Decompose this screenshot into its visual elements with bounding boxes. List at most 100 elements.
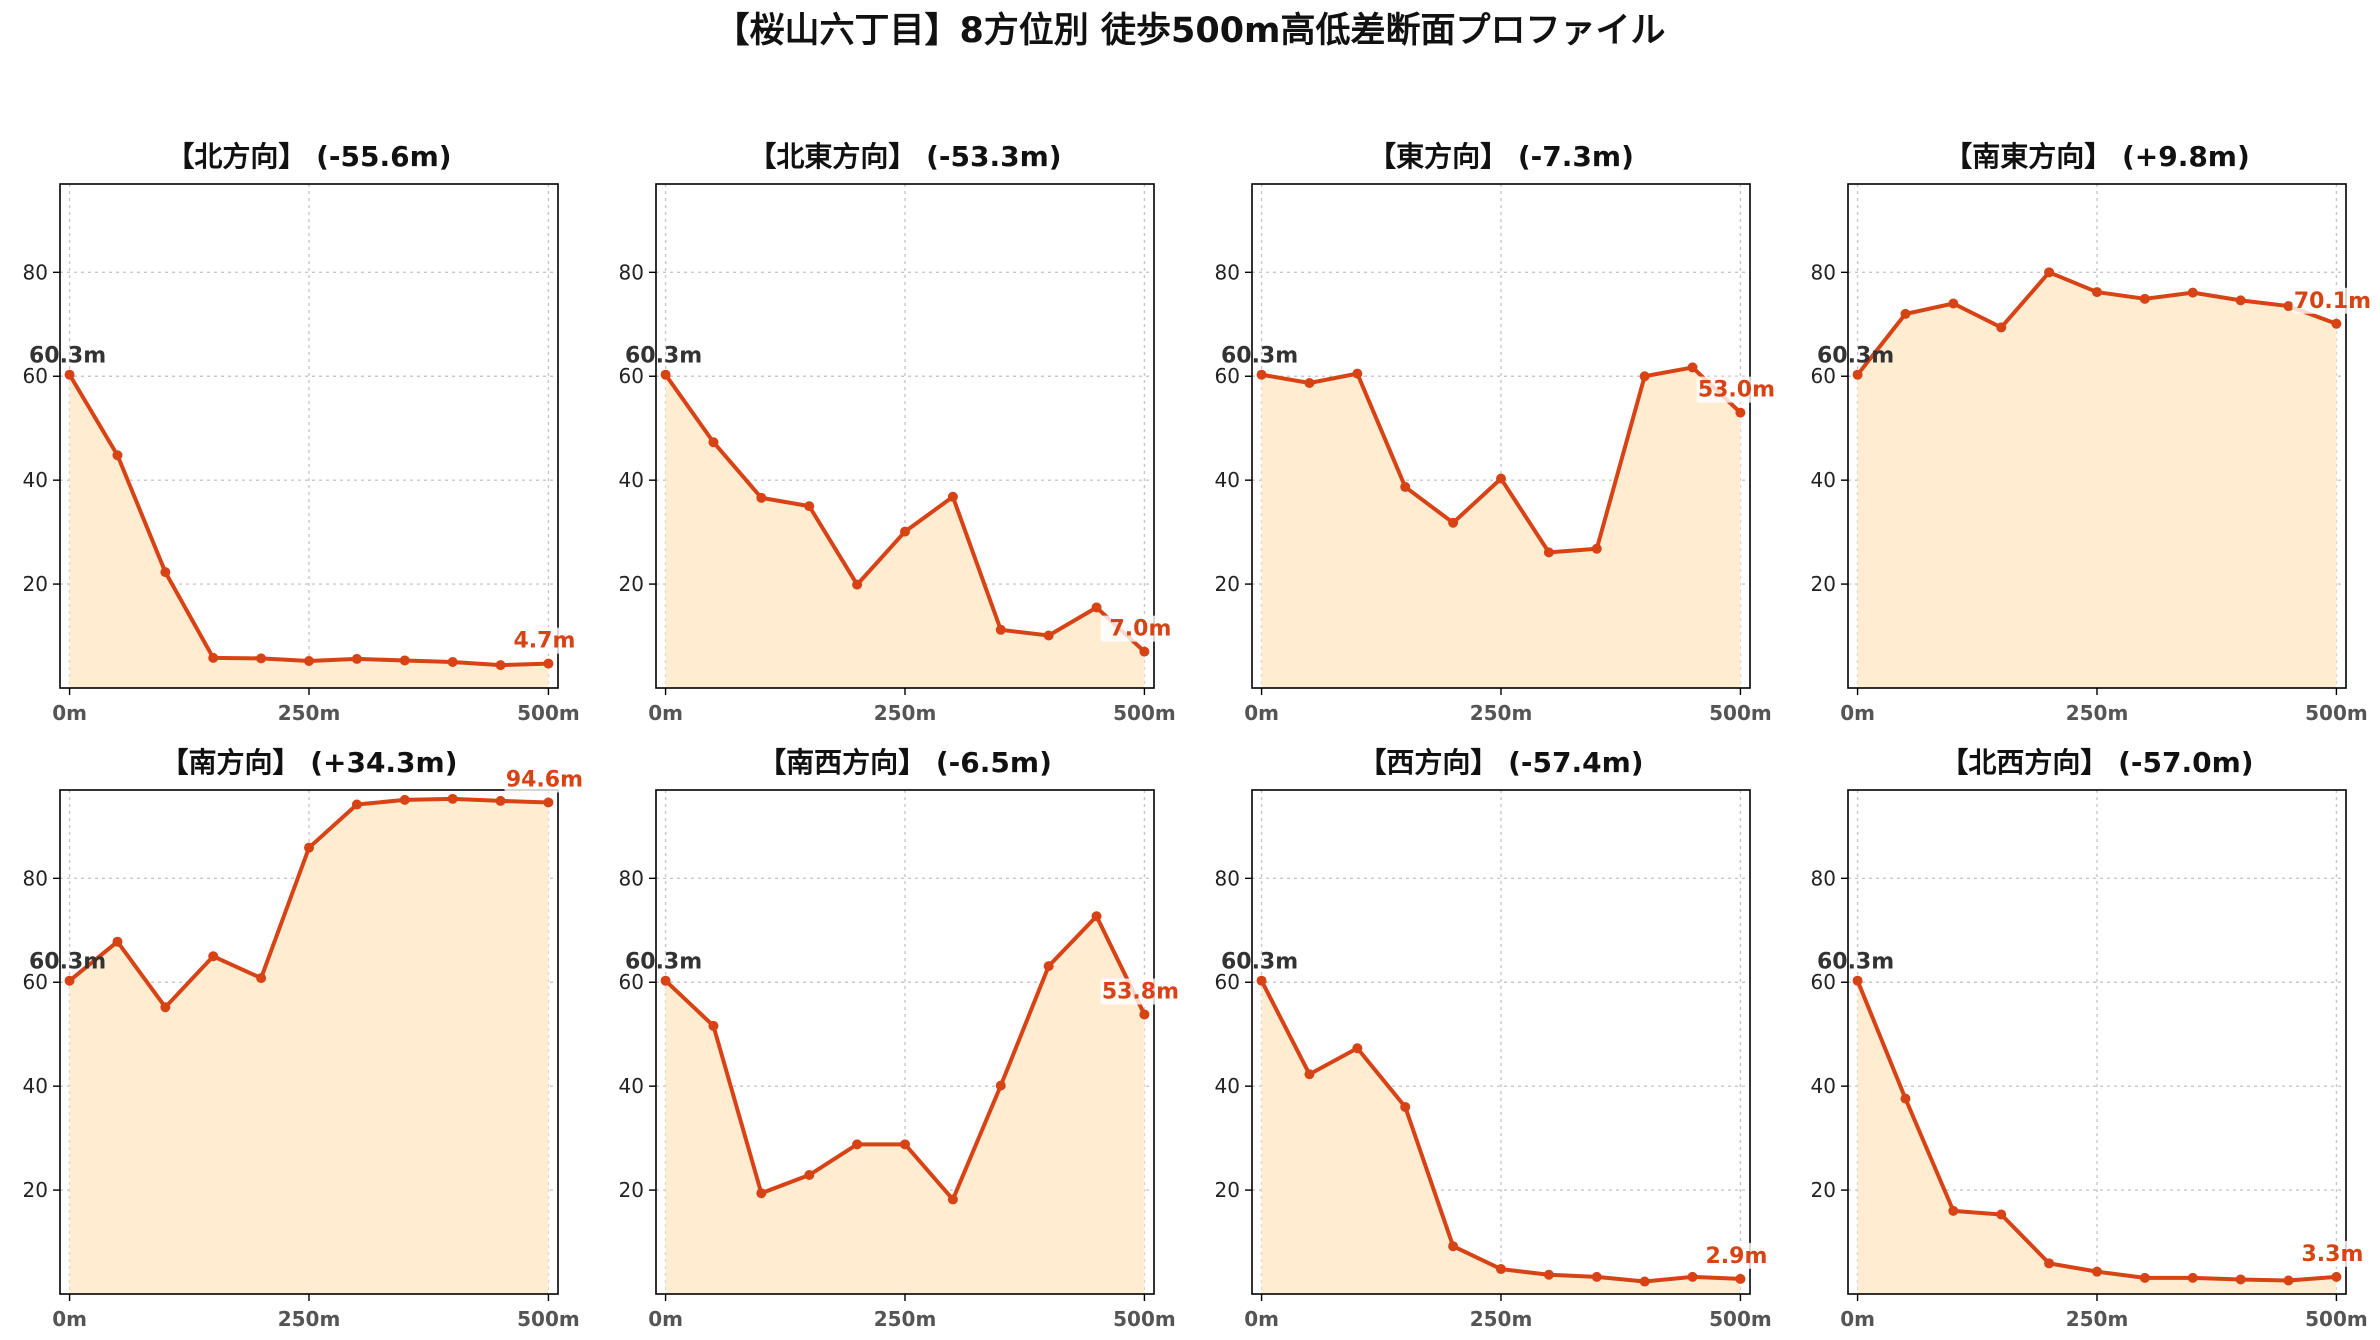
y-tick-label: 60: [1215, 970, 1240, 994]
y-tick-label: 80: [1811, 866, 1836, 890]
elevation-area: [665, 916, 1145, 1294]
end-elevation-label: 3.3m: [2301, 1242, 2363, 1267]
y-tick-label: 80: [619, 866, 644, 890]
y-tick-label: 40: [619, 1074, 644, 1098]
panel-title: 【北西方向】 (-57.0m): [1940, 746, 2253, 779]
elevation-point: [447, 657, 458, 668]
x-tick-label: 0m: [52, 701, 87, 725]
panel-title: 【南方向】 (+34.3m): [160, 746, 457, 779]
end-label-background: [504, 766, 585, 793]
x-tick-label: 0m: [1244, 701, 1279, 725]
x-tick-label: 250m: [1470, 701, 1533, 725]
elevation-point: [708, 437, 719, 448]
elevation-point: [1496, 1264, 1506, 1275]
elevation-point: [160, 1002, 171, 1013]
elevation-point: [208, 652, 219, 663]
elevation-point: [447, 793, 458, 804]
start-elevation-label: 60.3m: [1221, 344, 1298, 369]
elevation-point: [1639, 1276, 1650, 1287]
x-tick-label: 500m: [1113, 701, 1176, 725]
panel-grid: 【北方向】 (-55.6m) 20 40 60 80 0m 250m 500m 60.3m 4.7…: [23, 140, 2373, 1331]
elevation-point: [852, 579, 863, 590]
x-tick-label: 0m: [52, 1307, 87, 1331]
elevation-point: [112, 450, 123, 461]
elevation-point: [1304, 1069, 1315, 1080]
elevation-point: [64, 369, 75, 380]
panel-8: 【北西方向】 (-57.0m) 20 40 60 80 0m 250m 500m 60.3m 3.…: [1811, 746, 2373, 1331]
x-tick-label: 500m: [2305, 701, 2368, 725]
elevation-point: [1948, 298, 1959, 309]
end-elevation-label: 2.9m: [1705, 1244, 1767, 1269]
y-tick-label: 20: [619, 1178, 644, 1202]
elevation-point: [2283, 301, 2294, 312]
start-elevation-label: 60.3m: [29, 344, 106, 369]
elevation-point: [2092, 1266, 2102, 1277]
start-elevation-label: 60.3m: [1221, 950, 1298, 975]
y-tick-label: 40: [1811, 468, 1836, 492]
elevation-point: [351, 799, 362, 810]
end-elevation-label: 4.7m: [513, 629, 575, 654]
elevation-point: [1639, 371, 1650, 382]
x-tick-label: 0m: [648, 1307, 683, 1331]
elevation-point: [2235, 295, 2246, 306]
elevation-point: [2139, 293, 2150, 304]
elevation-point: [1543, 547, 1554, 558]
y-tick-label: 20: [1215, 572, 1240, 596]
elevation-point: [1900, 308, 1911, 319]
elevation-point: [2283, 1275, 2294, 1286]
panel-title: 【北東方向】 (-53.3m): [748, 140, 1061, 173]
elevation-point: [351, 653, 362, 664]
elevation-point: [495, 795, 506, 806]
y-tick-label: 80: [23, 260, 48, 284]
panel-1: 【北方向】 (-55.6m) 20 40 60 80 0m 250m 500m 60.3m 4.7…: [23, 140, 585, 725]
y-tick-label: 60: [1215, 364, 1240, 388]
elevation-point: [2235, 1274, 2246, 1285]
end-label-background: [1100, 615, 1181, 642]
x-tick-label: 500m: [1113, 1307, 1176, 1331]
end-elevation-label: 94.6m: [506, 767, 583, 792]
elevation-point: [2092, 287, 2102, 298]
panel-6: 【南西方向】 (-6.5m) 20 40 60 80 0m 250m 500m 60.3m 53.…: [619, 746, 1181, 1331]
elevation-point: [1400, 481, 1411, 492]
x-tick-label: 250m: [874, 701, 937, 725]
x-tick-label: 250m: [2066, 1307, 2129, 1331]
panel-title: 【東方向】 (-7.3m): [1368, 140, 1634, 173]
end-label-background: [2292, 1240, 2373, 1267]
x-tick-label: 500m: [1709, 701, 1772, 725]
elevation-point: [1948, 1205, 1959, 1216]
y-tick-label: 20: [619, 572, 644, 596]
y-tick-label: 60: [23, 364, 48, 388]
start-elevation-label: 60.3m: [1817, 950, 1894, 975]
panel-7: 【西方向】 (-57.4m) 20 40 60 80 0m 250m 500m 60.3m 2.9…: [1215, 746, 1777, 1331]
figure-title: 【桜山六丁目】8方位別 徒歩500m高低差断面プロファイル: [714, 11, 1665, 51]
elevation-area: [1261, 980, 1741, 1294]
elevation-point: [852, 1139, 863, 1150]
elevation-point: [1400, 1101, 1411, 1112]
elevation-point: [2044, 1258, 2055, 1269]
elevation-point: [1496, 473, 1506, 484]
y-tick-label: 40: [23, 468, 48, 492]
y-tick-label: 40: [619, 468, 644, 492]
elevation-point: [2044, 267, 2055, 278]
x-tick-label: 250m: [2066, 701, 2129, 725]
y-tick-label: 60: [23, 970, 48, 994]
elevation-point: [1591, 1271, 1602, 1282]
elevation-point: [1043, 630, 1054, 641]
elevation-area: [1857, 272, 2337, 688]
elevation-area: [1261, 367, 1741, 688]
start-elevation-label: 60.3m: [625, 950, 702, 975]
elevation-point: [1352, 1043, 1363, 1054]
x-tick-label: 250m: [874, 1307, 937, 1331]
x-tick-label: 500m: [517, 701, 580, 725]
panel-title: 【北方向】 (-55.6m): [166, 140, 451, 173]
y-tick-label: 60: [1811, 970, 1836, 994]
end-label-background: [1100, 978, 1181, 1005]
elevation-point: [1735, 407, 1746, 418]
elevation-point: [1091, 911, 1102, 922]
panel-5: 【南方向】 (+34.3m) 20 40 60 80 0m 250m 500m 60.3m 94.…: [23, 746, 585, 1331]
end-label-background: [2292, 287, 2373, 314]
panel-2: 【北東方向】 (-53.3m) 20 40 60 80 0m 250m 500m 60.3m 7.…: [619, 140, 1181, 725]
elevation-point: [1852, 369, 1863, 380]
elevation-point: [660, 369, 671, 380]
